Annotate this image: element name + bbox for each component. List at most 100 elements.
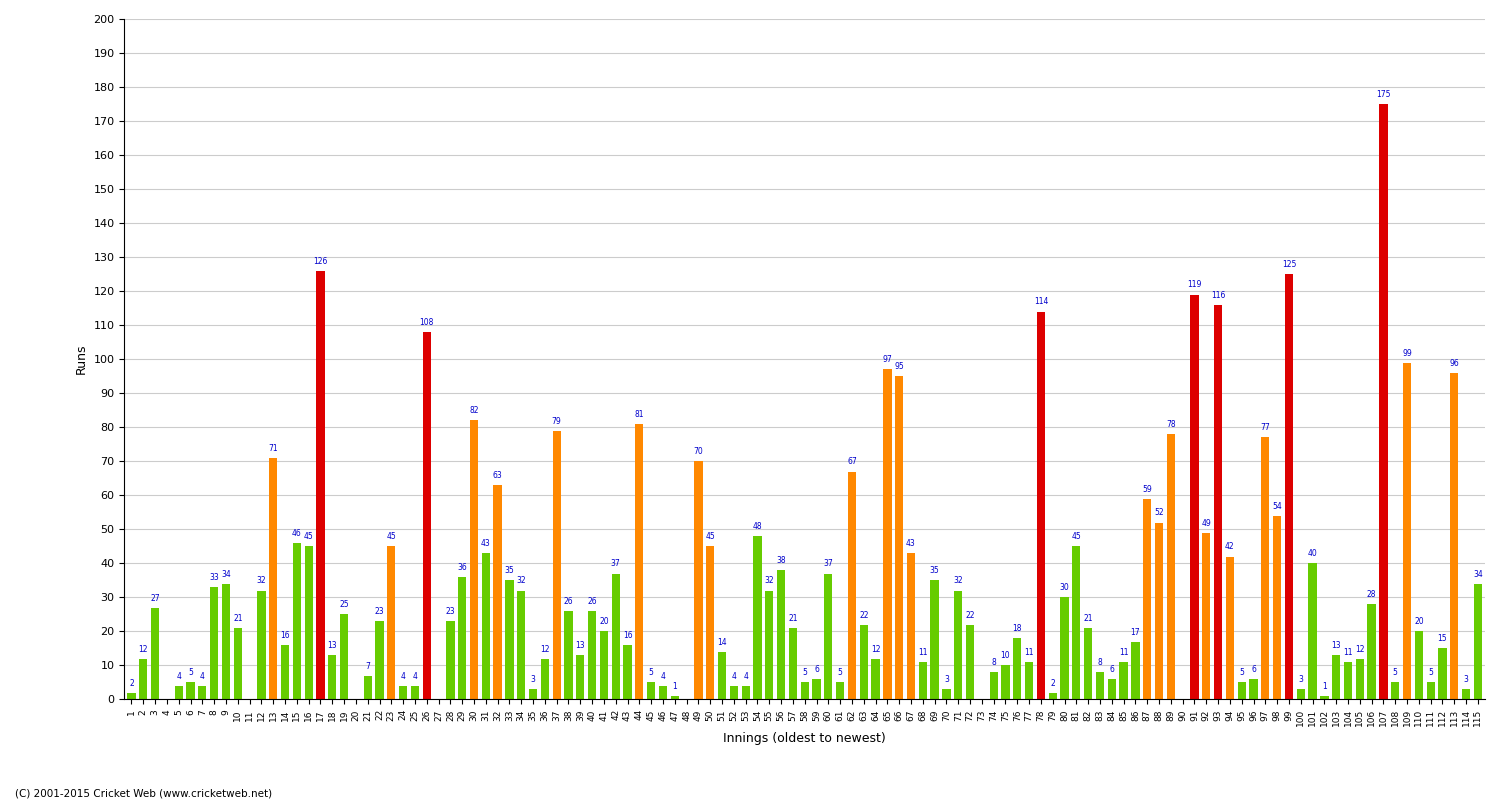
Bar xyxy=(658,686,668,699)
Text: 116: 116 xyxy=(1210,290,1225,300)
Text: 5: 5 xyxy=(802,668,807,678)
Bar xyxy=(458,577,466,699)
Text: 78: 78 xyxy=(1166,420,1176,429)
Bar xyxy=(1356,658,1364,699)
Bar xyxy=(1226,557,1234,699)
Bar xyxy=(896,376,903,699)
Bar xyxy=(706,546,714,699)
Bar xyxy=(824,574,833,699)
Text: 3: 3 xyxy=(531,675,536,684)
Bar xyxy=(1450,373,1458,699)
Bar xyxy=(174,686,183,699)
Text: 21: 21 xyxy=(1083,614,1094,623)
Bar xyxy=(694,462,702,699)
Bar xyxy=(363,676,372,699)
Text: 45: 45 xyxy=(387,532,396,542)
Y-axis label: Runs: Runs xyxy=(75,344,88,374)
Text: 16: 16 xyxy=(280,631,290,640)
Text: 45: 45 xyxy=(1071,532,1082,542)
Bar xyxy=(1155,522,1162,699)
Bar xyxy=(753,536,762,699)
Text: 22: 22 xyxy=(859,610,868,619)
Text: 1: 1 xyxy=(672,682,676,691)
Text: 71: 71 xyxy=(268,444,278,453)
Text: 97: 97 xyxy=(882,355,892,364)
Bar xyxy=(624,645,632,699)
Bar xyxy=(801,682,808,699)
Text: 52: 52 xyxy=(1154,509,1164,518)
Bar xyxy=(884,370,891,699)
Text: 30: 30 xyxy=(1059,583,1070,592)
Text: 13: 13 xyxy=(327,641,338,650)
Text: 63: 63 xyxy=(492,471,502,480)
Text: 20: 20 xyxy=(598,618,609,626)
Text: 45: 45 xyxy=(304,532,313,542)
Text: 125: 125 xyxy=(1282,260,1296,269)
Text: 48: 48 xyxy=(753,522,762,531)
Text: 37: 37 xyxy=(824,559,833,569)
Text: 3: 3 xyxy=(944,675,950,684)
Bar xyxy=(1368,604,1376,699)
Text: 36: 36 xyxy=(458,563,466,572)
Text: 20: 20 xyxy=(1414,618,1424,626)
Bar xyxy=(494,485,502,699)
Text: 79: 79 xyxy=(552,417,561,426)
Text: 12: 12 xyxy=(1354,645,1365,654)
Bar xyxy=(600,631,608,699)
Text: 40: 40 xyxy=(1308,550,1317,558)
Bar xyxy=(1131,642,1140,699)
Text: 114: 114 xyxy=(1034,298,1048,306)
Text: 54: 54 xyxy=(1272,502,1282,510)
Text: 11: 11 xyxy=(1024,648,1033,657)
X-axis label: Innings (oldest to newest): Innings (oldest to newest) xyxy=(723,732,886,745)
Bar xyxy=(1060,598,1068,699)
Bar xyxy=(813,679,820,699)
Text: 14: 14 xyxy=(717,638,728,646)
Text: 32: 32 xyxy=(765,577,774,586)
Text: 42: 42 xyxy=(1226,542,1234,551)
Bar xyxy=(152,608,159,699)
Text: 11: 11 xyxy=(1342,648,1353,657)
Bar xyxy=(1438,649,1446,699)
Text: 12: 12 xyxy=(540,645,549,654)
Text: 4: 4 xyxy=(413,672,417,681)
Bar xyxy=(670,696,680,699)
Bar xyxy=(1002,666,1010,699)
Bar xyxy=(908,553,915,699)
Bar xyxy=(258,590,266,699)
Bar xyxy=(859,625,868,699)
Bar xyxy=(316,270,324,699)
Bar xyxy=(918,662,927,699)
Bar xyxy=(1250,679,1257,699)
Bar xyxy=(399,686,408,699)
Text: 38: 38 xyxy=(777,556,786,565)
Bar xyxy=(1390,682,1400,699)
Bar xyxy=(1474,584,1482,699)
Text: 17: 17 xyxy=(1131,627,1140,637)
Text: 23: 23 xyxy=(446,607,454,616)
Bar xyxy=(482,553,490,699)
Text: 35: 35 xyxy=(930,566,939,575)
Text: 5: 5 xyxy=(648,668,654,678)
Bar xyxy=(506,580,513,699)
Bar xyxy=(340,614,348,699)
Bar xyxy=(1119,662,1128,699)
Bar xyxy=(1048,693,1058,699)
Bar xyxy=(268,458,278,699)
Bar xyxy=(930,580,939,699)
Text: 4: 4 xyxy=(177,672,182,681)
Bar xyxy=(552,430,561,699)
Text: 5: 5 xyxy=(1239,668,1244,678)
Text: 6: 6 xyxy=(1110,665,1114,674)
Text: 81: 81 xyxy=(634,410,644,418)
Text: 67: 67 xyxy=(847,458,856,466)
Bar xyxy=(387,546,396,699)
Text: 82: 82 xyxy=(470,406,478,415)
Text: 27: 27 xyxy=(150,594,160,602)
Text: 32: 32 xyxy=(954,577,963,586)
Text: 12: 12 xyxy=(871,645,880,654)
Text: 32: 32 xyxy=(256,577,265,586)
Text: 22: 22 xyxy=(966,610,975,619)
Bar xyxy=(847,471,856,699)
Bar xyxy=(1036,312,1046,699)
